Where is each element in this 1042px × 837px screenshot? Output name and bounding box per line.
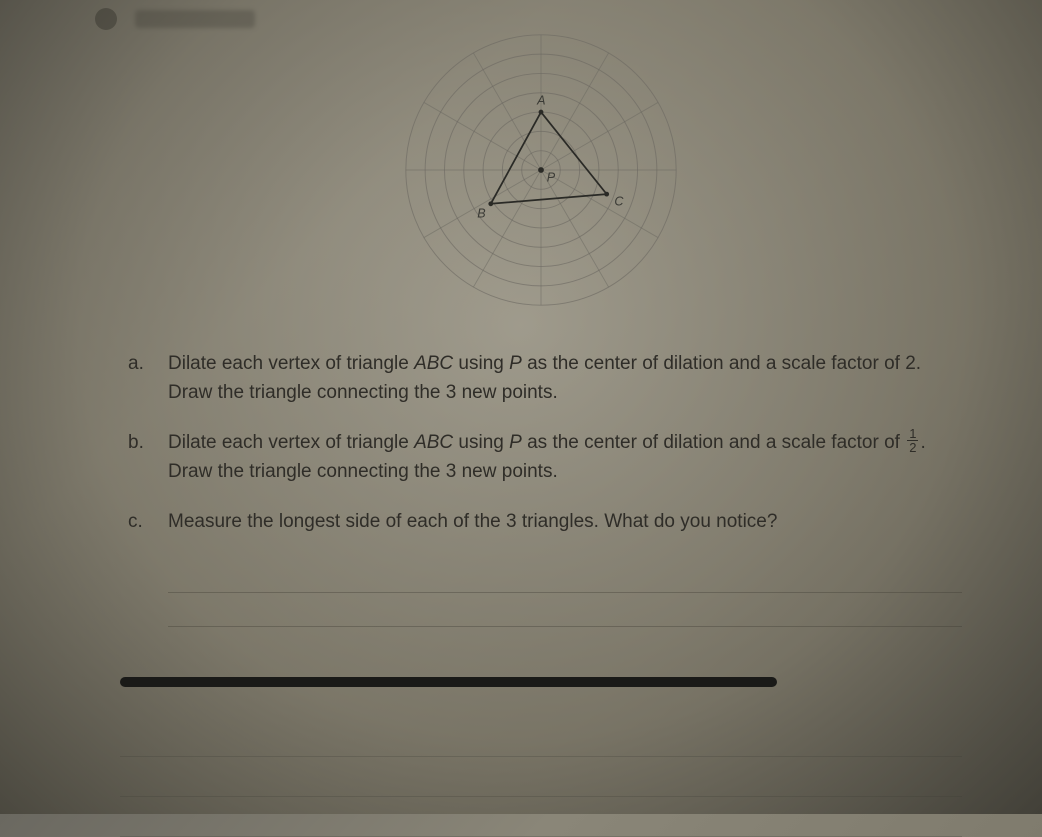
- question-b-text: Dilate each vertex of triangle ABC using…: [168, 429, 962, 486]
- answer-lines-top: [168, 559, 962, 627]
- svg-text:A: A: [536, 93, 545, 107]
- answer-line: [120, 797, 962, 837]
- diagram-container: A B C P: [120, 30, 962, 310]
- svg-text:C: C: [614, 195, 624, 209]
- worksheet-page: ABCP a. Dilate each vertex of triangle A…: [0, 0, 1042, 814]
- answer-line: [168, 593, 962, 627]
- question-a-letter: a.: [120, 350, 168, 407]
- qa-triangle-name: ABC: [414, 353, 453, 374]
- qb-fraction: 12: [907, 427, 918, 454]
- qa-text-1: Dilate each vertex of triangle: [168, 353, 414, 374]
- questions-block: a. Dilate each vertex of triangle ABC us…: [120, 350, 962, 837]
- question-a-text: Dilate each vertex of triangle ABC using…: [168, 350, 962, 407]
- marker-underline: [120, 677, 777, 687]
- polar-grid-triangle-diagram: A B C P: [391, 30, 691, 310]
- qa-point-p: P: [509, 353, 522, 374]
- qb-frac-den: 2: [907, 441, 918, 454]
- qb-triangle-name: ABC: [414, 432, 453, 453]
- qa-text-2: using: [453, 353, 509, 374]
- svg-text:P: P: [547, 171, 556, 185]
- question-b-letter: b.: [120, 429, 168, 486]
- answer-lines-bottom: [120, 717, 962, 837]
- question-c-letter: c.: [120, 508, 168, 537]
- answer-line: [120, 757, 962, 797]
- qb-frac-num: 1: [907, 427, 918, 441]
- question-c-text: Measure the longest side of each of the …: [168, 508, 962, 537]
- qb-text-3: as the center of dilation and a scale fa…: [522, 432, 905, 453]
- qb-point-p: P: [509, 432, 522, 453]
- svg-text:B: B: [477, 206, 485, 220]
- question-a: a. Dilate each vertex of triangle ABC us…: [120, 350, 962, 407]
- answer-line: [168, 559, 962, 593]
- answer-line: [120, 717, 962, 757]
- question-c: c. Measure the longest side of each of t…: [120, 508, 962, 537]
- qb-text-1: Dilate each vertex of triangle: [168, 432, 414, 453]
- question-b: b. Dilate each vertex of triangle ABC us…: [120, 429, 962, 486]
- qb-text-2: using: [453, 432, 509, 453]
